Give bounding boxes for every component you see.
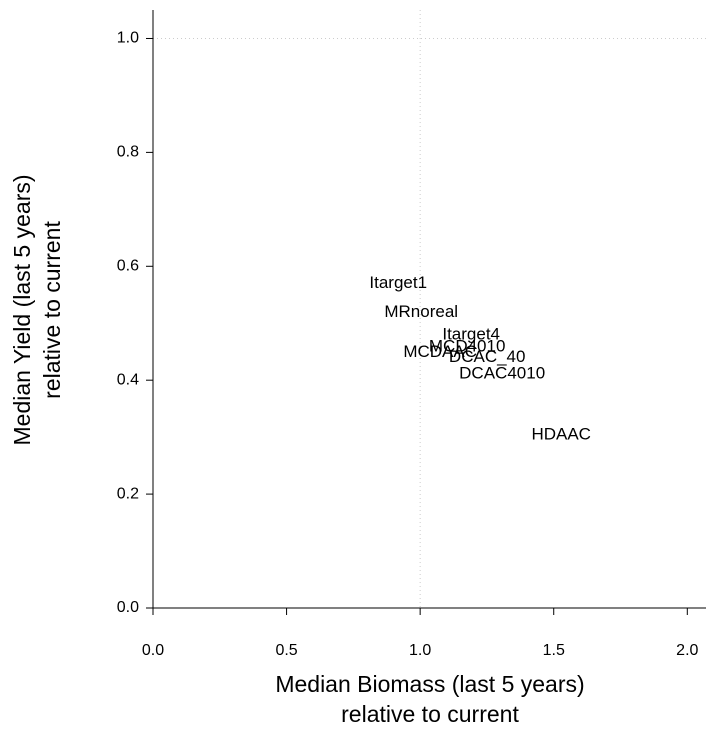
x-tick-label: 0.0 — [142, 642, 164, 659]
x-tick-label: 2.0 — [676, 642, 698, 659]
point-label: Itarget4 — [442, 325, 500, 344]
y-tick-label: 1.0 — [117, 30, 139, 47]
x-tick-label: 0.5 — [275, 642, 297, 659]
y-axis-label: relative to current — [39, 221, 65, 399]
y-axis-label: Median Yield (last 5 years) — [9, 174, 35, 445]
point-label: Itarget1 — [369, 273, 427, 292]
x-tick-label: 1.0 — [409, 642, 431, 659]
y-tick-label: 0.8 — [117, 144, 139, 161]
point-label: DCAC4010 — [459, 363, 545, 382]
x-axis-label: relative to current — [341, 701, 519, 727]
point-label: MRnoreal — [384, 302, 458, 321]
y-tick-label: 0.4 — [117, 371, 139, 388]
y-tick-label: 0.0 — [117, 599, 139, 616]
x-axis-label: Median Biomass (last 5 years) — [275, 671, 584, 697]
x-tick-label: 1.5 — [543, 642, 565, 659]
point-label: HDAAC — [531, 424, 591, 443]
y-tick-label: 0.2 — [117, 485, 139, 502]
point-label: DCAC_40 — [449, 347, 526, 366]
point-label: MCDAAC — [403, 342, 477, 361]
y-tick-label: 0.6 — [117, 258, 139, 275]
point-label: MCD4010 — [429, 337, 506, 356]
